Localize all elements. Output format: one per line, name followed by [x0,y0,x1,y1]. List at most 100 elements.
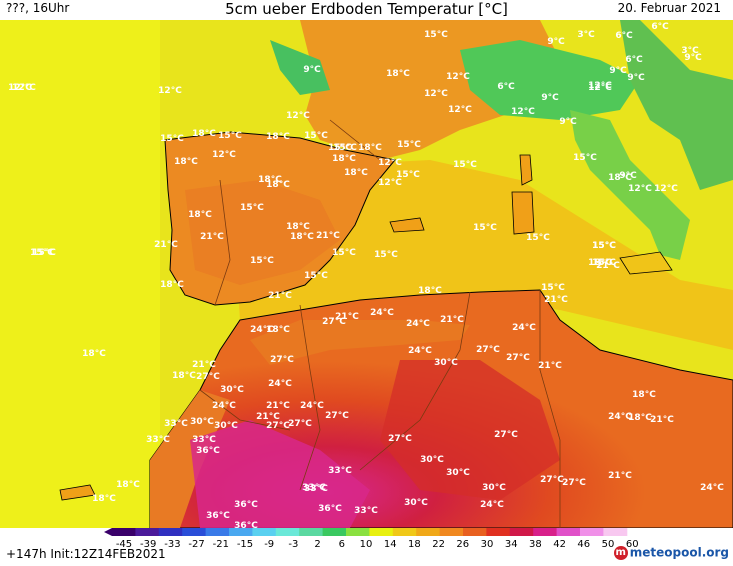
colorbar-swatch [369,528,394,536]
temperature-label: 24°C [408,346,432,356]
temperature-label: 12°C [286,111,310,121]
temperature-label: 15°C [160,134,184,144]
alps-region-2 [460,40,640,120]
temperature-label: 15°C [573,153,597,163]
temperature-label: 18°C [588,258,612,268]
temperature-label: 24°C [300,401,324,411]
temperature-label: 21°C [200,232,224,242]
temperature-label: 9°C [303,65,321,75]
colorbar-tick-label: -9 [264,539,274,548]
temperature-label: 18°C [332,154,356,164]
temperature-label: 15°C [592,241,616,251]
temperature-label: 12°C [588,81,612,91]
temperature-label: 15°C [473,223,497,233]
temperature-label: 30°C [446,468,470,478]
temperature-label: 18°C [608,173,632,183]
colorbar-swatch [322,528,347,536]
temperature-label: 15°C [397,140,421,150]
temperature-label: 12°C [588,83,612,93]
colorbar-swatch [275,528,300,536]
temperature-label: 15°C [30,248,54,258]
temperature-label: 24°C [370,308,394,318]
temperature-label: 12°C [158,86,182,96]
temperature-label: 24°C [700,483,724,493]
colorbar-tick-label: -45 [116,539,132,548]
temperature-label: 12°C [12,83,36,93]
temperature-label: 18°C [160,280,184,290]
temperature-label: 27°C [288,419,312,429]
temperature-label: 15°C [424,30,448,40]
temperature-label: 21°C [608,471,632,481]
colorbar-tick-label: 2 [314,539,320,548]
temperature-label: 15°C [453,160,477,170]
temperature-label: 12°C [378,158,402,168]
sardinia-island [511,191,535,235]
temperature-label: 27°C [494,430,518,440]
temperature-label: 21°C [268,291,292,301]
temperature-label: 24°C [212,401,236,411]
temperature-map: 15°C6°C9°C3°C 6°C9°C12°C 12°C9°C 18°C 12°C9°… [0,20,733,528]
temperature-label: 18°C [418,286,442,296]
temperature-label: 33°C [164,419,188,429]
temperature-label: 27°C [322,317,346,327]
temperature-label: 18°C [632,390,656,400]
temperature-label: 27°C [266,421,290,431]
colorbar-tick-label: 60 [626,539,639,548]
colorbar-swatch [603,528,628,536]
extreme-heat-zone [190,420,370,528]
colorbar-tick-label: 30 [481,539,494,548]
sicily-island [619,251,673,275]
temperature-label: 18°C [266,180,290,190]
temperature-label: 18°C [174,157,198,167]
temperature-label: 33°C [354,506,378,516]
temperature-label: 18°C [290,232,314,242]
temperature-labels: 15°C6°C9°C3°C 6°C9°C12°C 12°C9°C 18°C 12°C9°… [8,22,724,528]
colorbar-swatch [229,528,253,536]
colorbar-tick-label: 46 [577,539,590,548]
header: ???, 16Uhr 5cm ueber Erdboden Temperatur… [0,0,733,20]
temperature-label: 21°C [335,312,359,322]
temperature-label: 15°C [592,258,616,268]
colorbar-swatch [252,528,277,536]
temperature-label: 3°C [577,30,595,40]
temperature-label: 27°C [270,355,294,365]
temperature-label: 33°C [328,466,352,476]
meteopool-logo-icon: m [613,545,628,560]
temperature-label: 12°C [628,184,652,194]
temperature-label: 18°C [628,413,652,423]
temperature-label: 12°C [448,105,472,115]
italy-land [570,110,690,260]
temperature-label: 24°C [250,325,274,335]
temperature-label: 15°C [541,283,565,293]
colorbar-tick-label: 14 [384,539,397,548]
footer: -45 -39 -33 -27 -21 -15 -9 -3 2 6 10 14 18 22 26 30 34 38… [0,528,733,566]
colorbar-tick-label: 6 [339,539,345,548]
colorbar-swatch [205,528,230,536]
temperature-label: 21°C [316,231,340,241]
temperature-label: 12°C [446,72,470,82]
temperature-label: 30°C [220,385,244,395]
colorbar-swatch [135,528,160,536]
colorbar-legend: -45 -39 -33 -27 -21 -15 -9 -3 2 6 10 14 18 22 26 30 34 38… [104,528,639,548]
colorbar-swatch [580,528,604,536]
temperature-label: 30°C [190,417,214,427]
temperature-label: 18°C [286,222,310,232]
colorbar-tick-label: 26 [456,539,469,548]
colorbar-swatch [533,528,558,536]
temperature-label: 24°C [512,323,536,333]
temperature-label: 27°C [506,353,530,363]
temperature-label: 3°C [681,46,699,56]
temperature-label: 15°C [396,170,420,180]
colorbar-tick-label: -27 [188,539,204,548]
temperature-label: 21°C [596,261,620,271]
temperature-label: 18°C [344,168,368,178]
temperature-label: 36°C [234,500,258,510]
alps-region [270,40,330,95]
colorbar-tick-label: -21 [213,539,229,548]
temperature-label: 15°C [304,131,328,141]
temperature-label: 36°C [206,511,230,521]
meteopool-logo[interactable]: m meteopool.org [613,545,729,560]
temperature-label: 21°C [440,315,464,325]
temperature-label: 6°C [615,31,633,41]
colorbar-tick-label: -33 [164,539,180,548]
